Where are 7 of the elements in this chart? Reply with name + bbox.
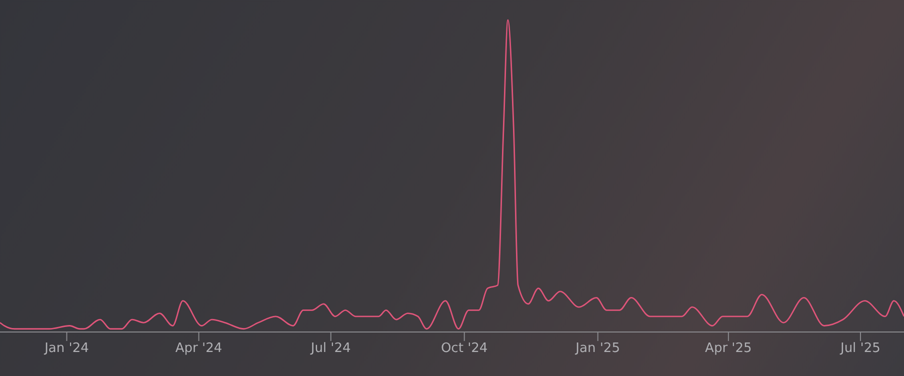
x-tick-label: Jul '24 — [310, 341, 351, 356]
x-tick-label: Jul '25 — [840, 341, 880, 356]
x-tick-label: Jan '25 — [574, 341, 620, 356]
x-tick-label: Apr '24 — [175, 341, 222, 356]
x-tick-label: Jan '24 — [44, 341, 89, 356]
x-tick-label: Apr '25 — [705, 341, 752, 356]
x-tick-label: Oct '24 — [440, 341, 488, 356]
